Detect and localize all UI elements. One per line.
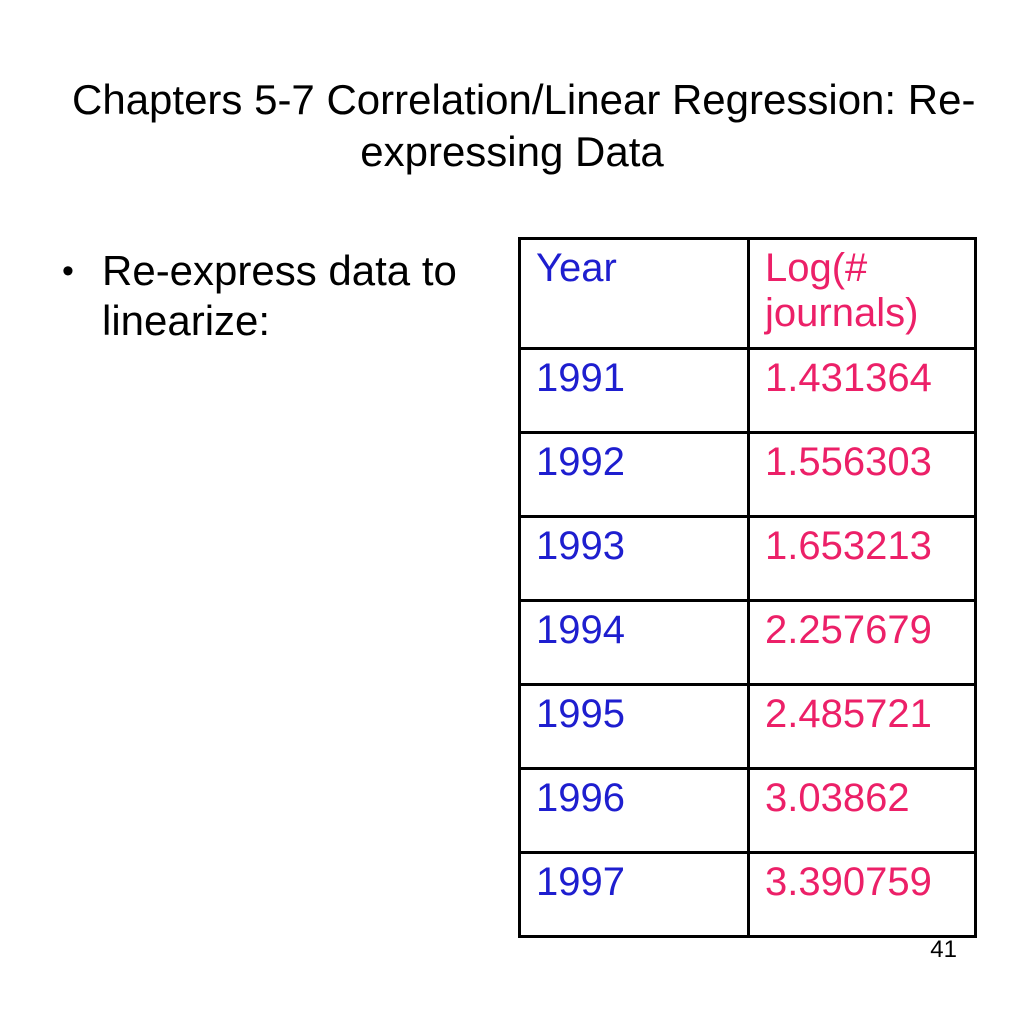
log-value-cell: 1.431364 bbox=[747, 347, 977, 434]
table-row: 1992 1.556303 bbox=[518, 431, 977, 518]
bullet-text: Re-express data to linearize: bbox=[102, 246, 462, 346]
table-row: 1997 3.390759 bbox=[518, 851, 977, 938]
title-line-1: Chapters 5-7 Correlation/Linear Regressi… bbox=[72, 76, 976, 123]
table-row: 1996 3.03862 bbox=[518, 767, 977, 854]
table-row: 1994 2.257679 bbox=[518, 599, 977, 686]
year-cell: 1993 bbox=[518, 515, 750, 602]
bullet-line-1: Re-express data to bbox=[102, 247, 457, 294]
title-line-2: expressing Data bbox=[360, 128, 664, 175]
slide-title: Chapters 5-7 Correlation/Linear Regressi… bbox=[72, 74, 976, 178]
table-header-row: Year Log(# journals) bbox=[518, 237, 977, 350]
table-header-year: Year bbox=[518, 237, 750, 350]
year-cell: 1994 bbox=[518, 599, 750, 686]
table-row: 1991 1.431364 bbox=[518, 347, 977, 434]
year-cell: 1997 bbox=[518, 851, 750, 938]
year-cell: 1991 bbox=[518, 347, 750, 434]
log-value-cell: 2.257679 bbox=[747, 599, 977, 686]
log-value-cell: 2.485721 bbox=[747, 683, 977, 770]
year-cell: 1996 bbox=[518, 767, 750, 854]
year-cell: 1992 bbox=[518, 431, 750, 518]
log-value-cell: 1.556303 bbox=[747, 431, 977, 518]
bullet-line-2: linearize: bbox=[102, 297, 271, 344]
page-number: 41 bbox=[930, 936, 957, 963]
data-table: Year Log(# journals) 1991 1.431364 1992 … bbox=[518, 237, 977, 938]
table-row: 1995 2.485721 bbox=[518, 683, 977, 770]
log-value-cell: 1.653213 bbox=[747, 515, 977, 602]
log-value-cell: 3.03862 bbox=[747, 767, 977, 854]
year-cell: 1995 bbox=[518, 683, 750, 770]
log-value-cell: 3.390759 bbox=[747, 851, 977, 938]
bullet-item: • Re-express data to linearize: bbox=[62, 246, 462, 346]
table-row: 1993 1.653213 bbox=[518, 515, 977, 602]
table-header-log: Log(# journals) bbox=[747, 237, 977, 350]
bullet-glyph: • bbox=[62, 252, 74, 290]
